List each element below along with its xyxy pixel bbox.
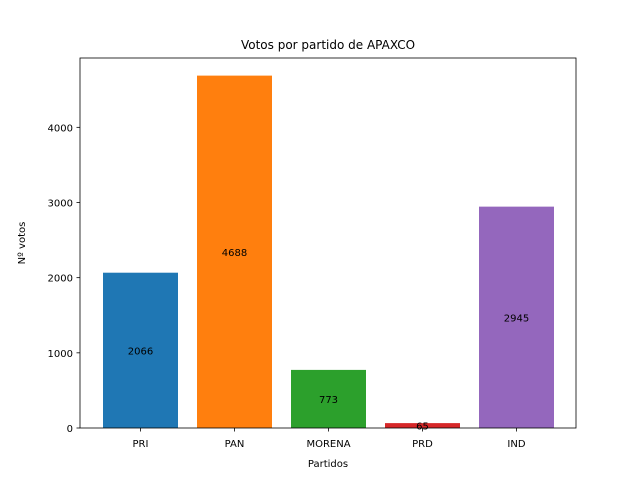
- x-tick-label-morena: MORENA: [306, 439, 350, 450]
- x-tick-label-pri: PRI: [133, 439, 149, 450]
- bar-value-label-prd: 65: [416, 422, 429, 433]
- bar-prd: [385, 423, 460, 428]
- y-tick-label-4000: 4000: [48, 123, 73, 134]
- bars-group: [103, 75, 554, 428]
- y-tick-label-3000: 3000: [48, 199, 73, 210]
- chart-title: Votos por partido de APAXCO: [241, 38, 415, 52]
- bar-value-label-morena: 773: [319, 395, 338, 406]
- bar-value-label-pri: 2066: [128, 346, 153, 357]
- y-tick-label-1000: 1000: [48, 349, 73, 360]
- y-axis-label: Nº votos: [17, 222, 28, 265]
- y-tick-label-2000: 2000: [48, 274, 73, 285]
- x-tick-label-prd: PRD: [412, 439, 433, 450]
- bar-labels-group: 2066 4688 773 65 2945: [128, 248, 529, 433]
- bar-ind: [479, 206, 554, 428]
- y-tick-label-0: 0: [67, 424, 73, 435]
- bar-morena: [291, 369, 366, 428]
- x-tick-label-ind: IND: [507, 439, 525, 450]
- y-axis: 0 1000 2000 3000 4000: [48, 123, 80, 435]
- x-axis-label: Partidos: [308, 459, 348, 470]
- bar-pri: [103, 272, 178, 428]
- x-tick-label-pan: PAN: [225, 439, 245, 450]
- bar-value-label-pan: 4688: [222, 248, 247, 259]
- bar-value-label-ind: 2945: [504, 313, 529, 324]
- bar-pan: [197, 75, 272, 428]
- plot-frame: [79, 57, 577, 429]
- x-axis: PRI PAN MORENA PRD IND: [133, 428, 526, 450]
